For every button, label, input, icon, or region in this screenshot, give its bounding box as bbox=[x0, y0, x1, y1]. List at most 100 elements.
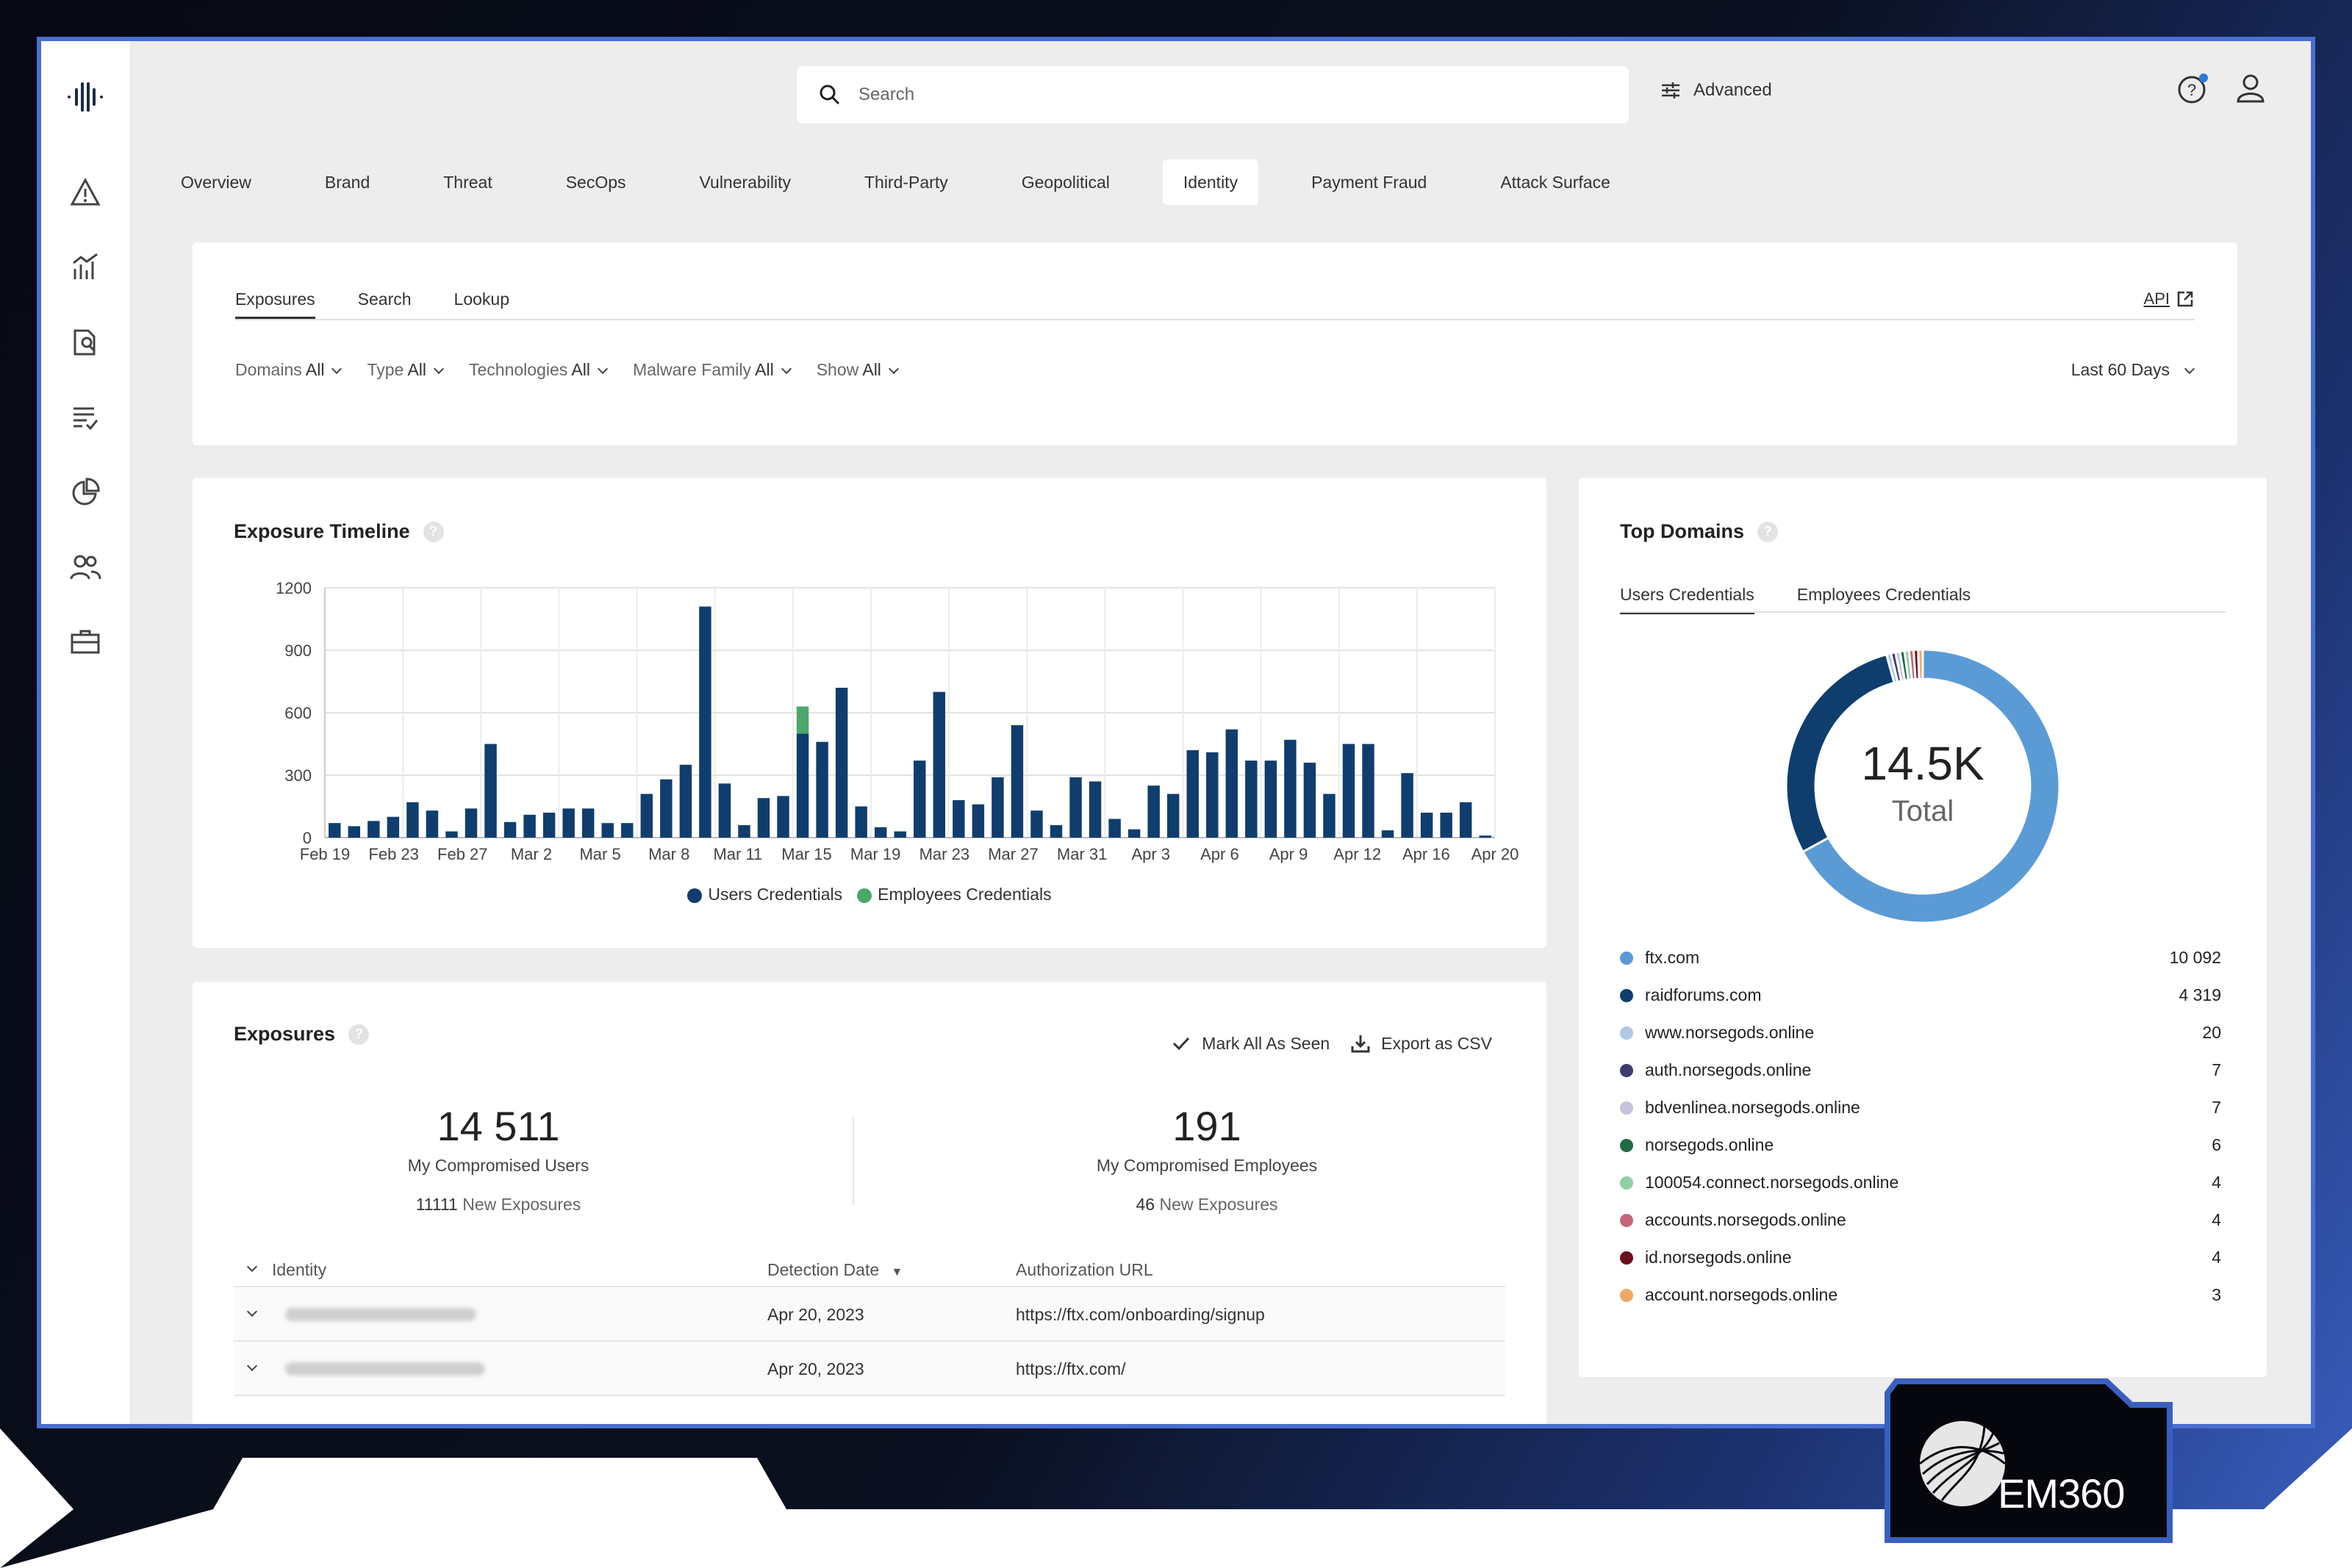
y-tick-label: 300 bbox=[284, 766, 312, 785]
expand-row-icon[interactable] bbox=[246, 1306, 258, 1317]
domain-name: 100054.connect.norsegods.online bbox=[1645, 1173, 1899, 1192]
table-row[interactable]: Apr 20, 2023 https://ftx.com/onboarding/… bbox=[234, 1289, 1505, 1342]
sidebar bbox=[41, 41, 131, 1424]
domain-name: raidforums.com bbox=[1645, 985, 1762, 1004]
bar-users bbox=[835, 688, 848, 838]
x-tick-label: Apr 12 bbox=[1333, 845, 1381, 863]
app-logo-icon[interactable] bbox=[63, 75, 107, 119]
alert-icon[interactable] bbox=[63, 170, 107, 215]
domain-count: 20 bbox=[2202, 1023, 2221, 1042]
col-identity[interactable]: Identity bbox=[234, 1260, 767, 1280]
x-tick-label: Feb 19 bbox=[300, 845, 351, 863]
bar-users bbox=[348, 826, 361, 838]
filter-value: All bbox=[862, 360, 881, 379]
domain-name: accounts.norsegods.online bbox=[1645, 1210, 1846, 1229]
info-icon[interactable]: ? bbox=[1757, 521, 1779, 542]
bar-users bbox=[426, 810, 439, 838]
filter-label: Show bbox=[816, 360, 859, 379]
col-authorization-url[interactable]: Authorization URL bbox=[1016, 1259, 1153, 1279]
domain-row[interactable]: 100054.connect.norsegods.online 4 bbox=[1620, 1164, 2221, 1201]
bar-users bbox=[874, 827, 887, 838]
domain-row[interactable]: auth.norsegods.online 7 bbox=[1620, 1051, 2221, 1089]
filter-value: All bbox=[571, 360, 590, 379]
donut-slice[interactable] bbox=[1917, 648, 1924, 680]
subtab-exposures[interactable]: Exposures bbox=[235, 289, 315, 319]
filter-show[interactable]: Show All bbox=[816, 360, 899, 380]
user-icon[interactable] bbox=[2234, 72, 2267, 104]
advanced-button[interactable]: Advanced bbox=[1660, 79, 1772, 101]
domain-row[interactable]: ftx.com 10 092 bbox=[1620, 939, 2221, 977]
x-tick-label: Apr 3 bbox=[1131, 845, 1170, 863]
mark-all-seen-button[interactable]: Mark All As Seen bbox=[1171, 1033, 1330, 1054]
bar-users bbox=[465, 808, 478, 838]
domain-count: 6 bbox=[2212, 1135, 2221, 1154]
filter-malware-family[interactable]: Malware Family All bbox=[633, 360, 792, 380]
legend-employees[interactable]: Employees Credentials bbox=[857, 885, 1052, 905]
donut-slice[interactable] bbox=[1801, 648, 2061, 924]
tab-vulnerability[interactable]: Vulnerability bbox=[699, 173, 791, 192]
bar-users bbox=[601, 823, 614, 838]
col-detection-date[interactable]: Detection Date ▼ bbox=[767, 1260, 1016, 1280]
check-icon bbox=[1173, 1037, 1190, 1051]
x-tick-label: Apr 16 bbox=[1402, 845, 1450, 863]
filter-type[interactable]: Type All bbox=[367, 360, 445, 380]
bar-users bbox=[406, 802, 419, 838]
tab-overview[interactable]: Overview bbox=[181, 173, 251, 192]
tab-identity[interactable]: Identity bbox=[1162, 159, 1259, 205]
bar-users bbox=[1401, 773, 1413, 838]
users-count: 14 511 bbox=[437, 1103, 560, 1149]
tab-threat[interactable]: Threat bbox=[443, 173, 492, 192]
tab-payment-fraud[interactable]: Payment Fraud bbox=[1311, 173, 1427, 192]
legend-dot bbox=[857, 888, 872, 903]
domain-color-dot bbox=[1620, 1213, 1633, 1227]
filter-technologies[interactable]: Technologies All bbox=[469, 360, 609, 380]
filter-domains[interactable]: Domains All bbox=[235, 360, 343, 380]
checklist-icon[interactable] bbox=[63, 395, 107, 439]
subtab-search[interactable]: Search bbox=[357, 289, 412, 309]
search-input[interactable]: Search bbox=[797, 66, 1629, 123]
date-range-select[interactable]: Last 60 Days bbox=[2071, 360, 2195, 380]
bar-users bbox=[1147, 785, 1160, 838]
info-icon[interactable]: ? bbox=[348, 1024, 370, 1045]
analytics-icon[interactable] bbox=[63, 245, 107, 289]
document-search-icon[interactable] bbox=[63, 320, 107, 364]
tab-brand[interactable]: Brand bbox=[324, 173, 370, 192]
table-row[interactable]: Apr 20, 2023 https://ftx.com/ bbox=[234, 1343, 1505, 1396]
legend-users[interactable]: Users Credentials bbox=[687, 885, 842, 905]
x-tick-label: Mar 8 bbox=[648, 845, 689, 863]
domain-row[interactable]: www.norsegods.online 20 bbox=[1620, 1014, 2221, 1051]
users-icon[interactable] bbox=[63, 545, 107, 589]
tab-geopolitical[interactable]: Geopolitical bbox=[1021, 173, 1110, 192]
bar-users bbox=[953, 800, 965, 838]
expand-row-icon[interactable] bbox=[246, 1360, 258, 1372]
bar-users bbox=[368, 821, 380, 838]
domain-row[interactable]: accounts.norsegods.online 4 bbox=[1620, 1201, 2221, 1239]
advanced-label: Advanced bbox=[1693, 80, 1772, 100]
bar-users bbox=[1030, 810, 1043, 838]
tab-attack-surface[interactable]: Attack Surface bbox=[1500, 173, 1610, 192]
domain-row[interactable]: raidforums.com 4 319 bbox=[1620, 977, 2221, 1014]
x-tick-label: Apr 6 bbox=[1200, 845, 1239, 863]
api-link[interactable]: API bbox=[2144, 289, 2195, 309]
domain-color-dot bbox=[1620, 1288, 1633, 1302]
briefcase-icon[interactable] bbox=[63, 620, 107, 664]
timeline-title: Exposure Timeline? bbox=[234, 520, 444, 543]
mark-all-label: Mark All As Seen bbox=[1202, 1033, 1330, 1053]
domain-row[interactable]: norsegods.online 6 bbox=[1620, 1126, 2221, 1164]
help-icon[interactable]: ? bbox=[2177, 72, 2209, 104]
tab-third-party[interactable]: Third-Party bbox=[864, 173, 948, 192]
domain-row[interactable]: account.norsegods.online 3 bbox=[1620, 1276, 2221, 1314]
domain-row[interactable]: bdvenlinea.norsegods.online 7 bbox=[1620, 1089, 2221, 1126]
tab-users-credentials[interactable]: Users Credentials bbox=[1620, 585, 1754, 614]
bar-users bbox=[660, 779, 673, 838]
subtab-lookup[interactable]: Lookup bbox=[453, 289, 510, 309]
domain-name: www.norsegods.online bbox=[1645, 1023, 1815, 1042]
bar-users bbox=[1225, 729, 1238, 838]
domain-row[interactable]: id.norsegods.online 4 bbox=[1620, 1239, 2221, 1276]
pie-chart-icon[interactable] bbox=[63, 470, 107, 514]
info-icon[interactable]: ? bbox=[423, 521, 444, 542]
export-csv-button[interactable]: Export as CSV bbox=[1350, 1033, 1492, 1054]
tab-secops[interactable]: SecOps bbox=[565, 173, 626, 192]
tab-employees-credentials[interactable]: Employees Credentials bbox=[1796, 585, 1971, 604]
bar-users bbox=[1108, 819, 1121, 838]
